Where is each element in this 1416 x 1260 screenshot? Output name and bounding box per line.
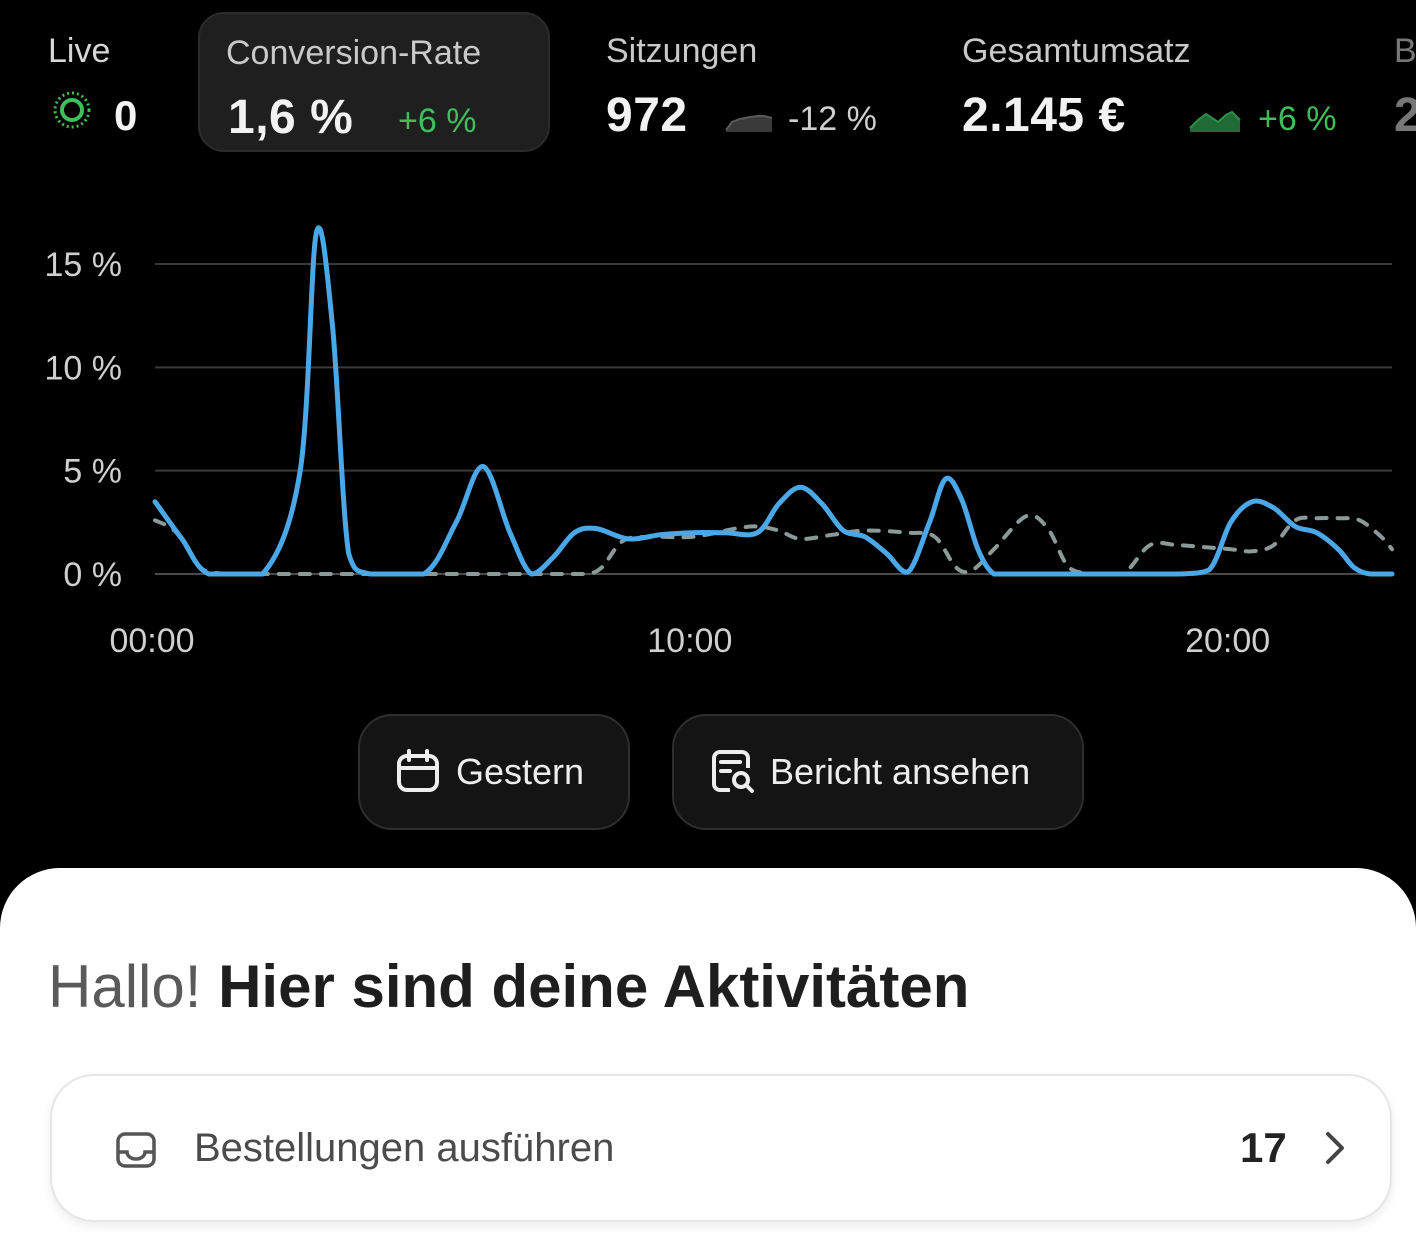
metric-sessions-label: Sitzungen [606, 32, 758, 70]
metric-revenue-label: Gesamtumsatz [962, 32, 1191, 70]
conversion-series-line [152, 225, 1395, 577]
view-report-label: Bericht ansehen [770, 751, 1031, 792]
report-search-icon [708, 748, 756, 796]
metric-conversion-rate[interactable]: Conversion-Rate 1,6 % +6 % [198, 12, 550, 152]
conversion-rate-chart: 0 % 5 % 10 % 15 % 00:00 10:00 20:00 [45, 225, 1395, 660]
metric-next-label: B [1394, 32, 1416, 70]
x-tick-label: 00:00 [109, 622, 194, 660]
fulfill-orders-label: Bestellungen ausführen [194, 1126, 615, 1170]
fulfill-orders-card[interactable]: Bestellungen ausführen 17 [50, 1074, 1392, 1222]
comparison-series-line [153, 513, 1394, 576]
activities-sheet: Hallo! Hier sind deine Aktivitäten Beste… [0, 868, 1416, 1260]
revenue-sparkline-icon [1189, 110, 1241, 132]
metric-conversion-label: Conversion-Rate [226, 34, 482, 72]
live-pulse-icon [53, 91, 91, 129]
metric-live[interactable]: Live 0 [48, 12, 168, 152]
y-tick-label: 10 % [45, 349, 123, 387]
metric-next-partial[interactable]: B 2 [1394, 12, 1416, 152]
greeting-heading: Hallo! Hier sind deine Aktivitäten [48, 952, 969, 1021]
metrics-strip[interactable]: Live 0 Conversion-Rate 1,6 % +6 % Sitzun… [0, 0, 1416, 170]
fulfill-orders-count: 17 [1240, 1124, 1287, 1171]
metric-live-label: Live [48, 32, 111, 70]
metric-sessions[interactable]: Sitzungen 972 -12 % [606, 12, 926, 152]
metric-sessions-delta: -12 % [788, 100, 877, 138]
x-tick-label: 20:00 [1185, 622, 1270, 660]
metric-total-revenue[interactable]: Gesamtumsatz 2.145 € +6 % [962, 12, 1382, 152]
x-tick-label: 10:00 [647, 622, 732, 660]
chevron-right-icon [1326, 1132, 1344, 1164]
inbox-icon [116, 1132, 156, 1168]
view-report-button[interactable]: Bericht ansehen [672, 714, 1084, 830]
greeting-title: Hier sind deine Aktivitäten [218, 953, 970, 1020]
metric-conversion-delta: +6 % [398, 102, 477, 140]
y-tick-label: 5 % [63, 453, 122, 491]
metric-sessions-value: 972 [606, 89, 688, 142]
metric-live-value: 0 [114, 92, 138, 139]
metric-revenue-delta: +6 % [1258, 100, 1337, 138]
greeting-hello: Hallo! [48, 953, 202, 1020]
date-range-yesterday-button[interactable]: Gestern [358, 714, 630, 830]
metric-conversion-value: 1,6 % [228, 91, 354, 144]
metric-revenue-value: 2.145 € [962, 89, 1126, 142]
metric-next-value: 2 [1394, 89, 1416, 142]
calendar-icon [394, 748, 442, 796]
date-range-yesterday-label: Gestern [456, 751, 585, 792]
sessions-sparkline-icon [725, 115, 773, 132]
y-tick-label: 0 % [63, 556, 122, 594]
y-tick-label: 15 % [45, 246, 123, 284]
